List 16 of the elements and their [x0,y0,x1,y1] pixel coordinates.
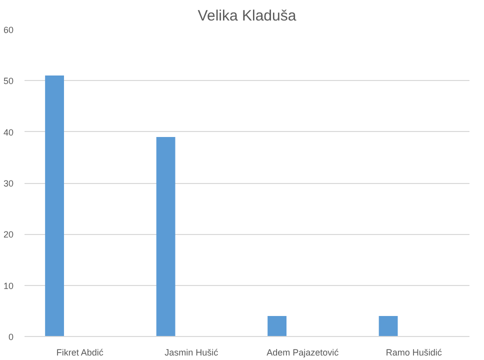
x-tick-label: Fikret Abdić [56,348,104,358]
y-tick-label: 10 [3,280,14,291]
y-tick-label: 0 [8,332,14,342]
y-tick-label: 40 [3,127,14,138]
x-tick-label: Jasmin Hušić [164,348,219,358]
x-tick-label: Ramo Hušidić [386,348,442,358]
y-tick-label: 30 [3,178,14,188]
bar [268,316,286,336]
bar [378,316,398,336]
y-tick-label: 50 [3,76,14,86]
bar [156,136,176,336]
bar [45,76,64,336]
y-tick-label: 20 [3,230,14,240]
x-tick-label: Adem Pajazetović [266,348,340,358]
y-tick-label: 60 [3,25,14,35]
chart-title: Velika Kladuša [198,8,297,24]
